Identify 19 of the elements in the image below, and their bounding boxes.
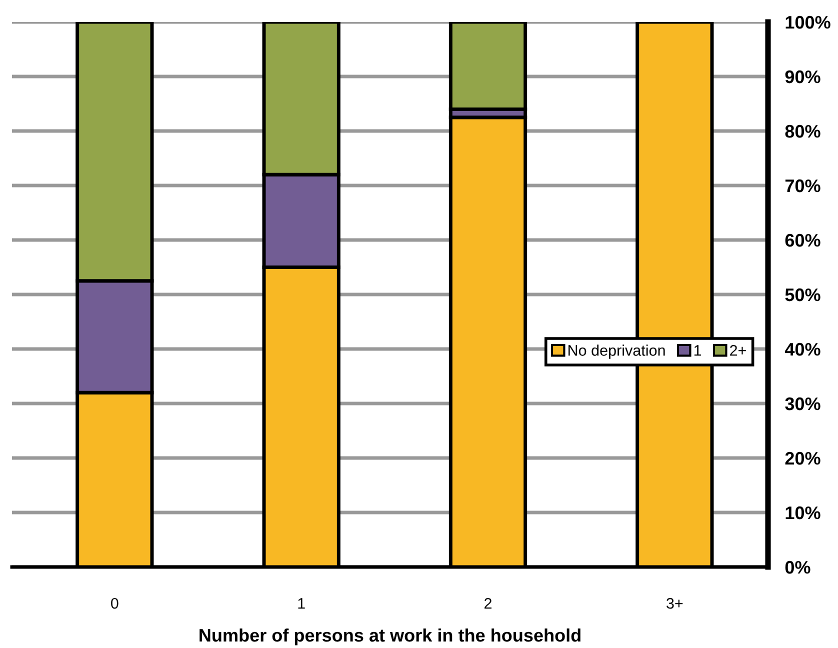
y-tick-label: 0% <box>785 560 810 574</box>
x-tick-label: 0 <box>111 598 118 609</box>
x-axis-title: Number of persons at work in the household <box>200 628 580 646</box>
y-tick-label: 40% <box>784 342 820 356</box>
y-tick-label: 20% <box>785 452 820 465</box>
x-tick-label: 2 <box>484 598 492 609</box>
x-tick-label: 3+ <box>666 598 683 609</box>
y-tick-label: 10% <box>786 506 820 520</box>
y-tick-label: 100% <box>786 16 830 29</box>
y-tick-label: 70% <box>785 179 820 192</box>
y-tick-label: 80% <box>785 124 820 138</box>
legend-label: 2+ <box>730 345 746 356</box>
y-tick-label: 30% <box>785 397 820 410</box>
y-tick-label: 60% <box>785 234 820 247</box>
y-tick-label: 50% <box>785 288 820 302</box>
x-tick-label: 1 <box>298 598 305 609</box>
legend-label: No deprivation <box>568 344 665 359</box>
legend-label: 1 <box>694 345 702 356</box>
y-tick-label: 90% <box>785 70 820 84</box>
